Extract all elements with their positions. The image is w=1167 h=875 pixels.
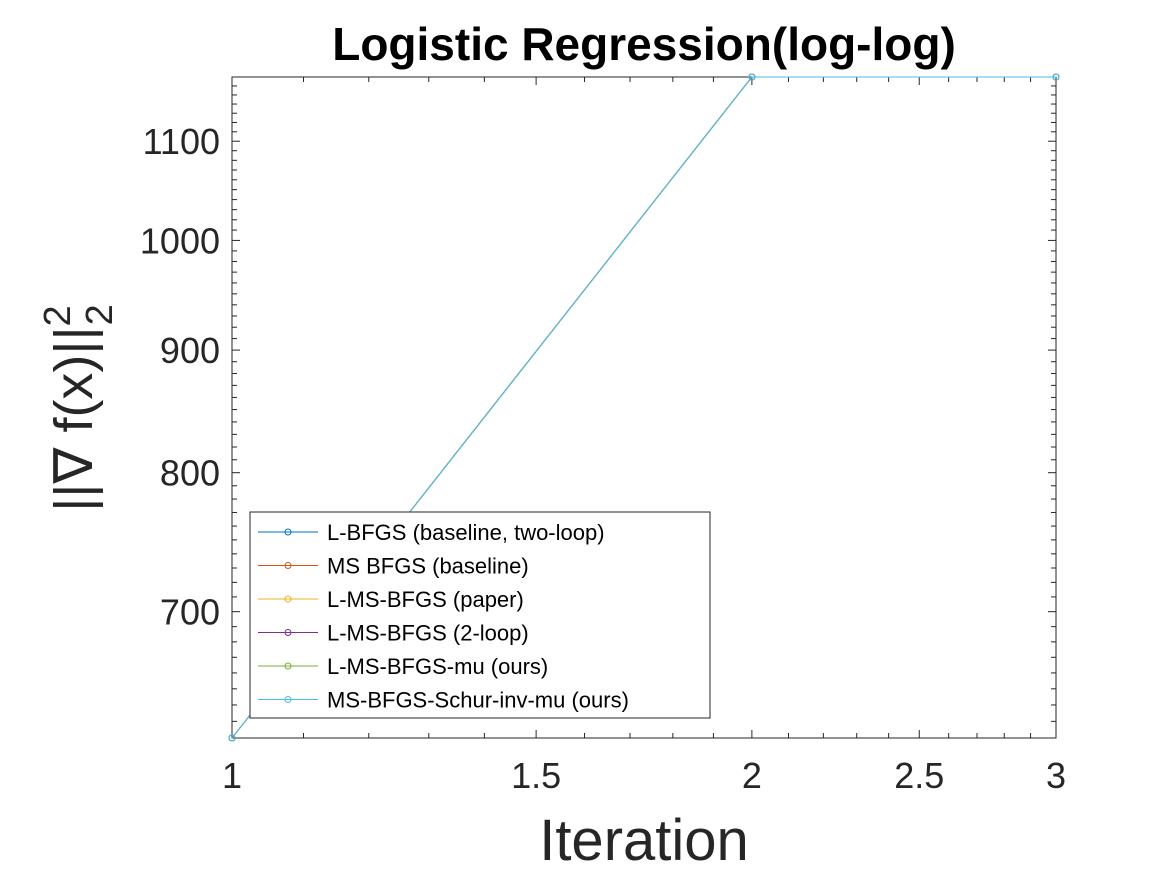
- data-point-marker: [1052, 73, 1060, 81]
- legend: L-BFGS (baseline, two-loop) MS BFGS (base…: [249, 511, 711, 719]
- legend-entry: MS-BFGS-Schur-inv-mu (ours): [258, 688, 629, 713]
- legend-box: [249, 511, 711, 719]
- legend-label: MS BFGS (baseline): [327, 554, 529, 579]
- y-tick-labels: 700 800 900 1000 1100: [140, 121, 220, 632]
- chart-title: Logistic Regression(log-log): [332, 18, 956, 70]
- legend-label: L-MS-BFGS (paper): [327, 587, 524, 612]
- legend-entry: L-BFGS (baseline, two-loop): [258, 520, 605, 545]
- x-axis-label: Iteration: [539, 808, 749, 873]
- x-tick-label: 1.5: [511, 755, 561, 796]
- legend-entry: L-MS-BFGS (2-loop): [258, 621, 529, 646]
- legend-marker-swatch: [284, 595, 292, 603]
- legend-label: MS-BFGS-Schur-inv-mu (ours): [327, 688, 629, 713]
- legend-marker-swatch: [284, 662, 292, 670]
- y-tick-label: 900: [160, 330, 220, 371]
- y-axis-label: ||∇ f(x)||22: [37, 304, 121, 511]
- axis-ticks: [232, 76, 1057, 738]
- legend-entry: L-MS-BFGS-mu (ours): [258, 654, 548, 679]
- y-axis-label-main: ||∇ f(x)||: [44, 327, 104, 512]
- x-tick-label: 2: [742, 755, 762, 796]
- svg-text:||∇ f(x)||22: ||∇ f(x)||22: [37, 304, 121, 511]
- data-point-marker: [748, 73, 756, 81]
- data-point-marker: [228, 734, 236, 742]
- y-axis-label-subscript: 2: [79, 304, 121, 325]
- legend-marker-swatch: [284, 528, 292, 536]
- legend-label: L-BFGS (baseline, two-loop): [327, 520, 605, 545]
- legend-marker-swatch: [284, 696, 292, 703]
- x-tick-labels: 1 1.5 2 2.5 3: [222, 755, 1066, 796]
- legend-marker-swatch: [284, 562, 292, 569]
- legend-label: L-MS-BFGS-mu (ours): [327, 654, 548, 679]
- legend-marker-swatch: [284, 629, 292, 636]
- y-tick-label: 1000: [140, 220, 220, 261]
- y-tick-label: 800: [160, 453, 220, 494]
- y-tick-label: 1100: [143, 121, 220, 162]
- x-tick-label: 3: [1046, 755, 1066, 796]
- x-tick-label: 1: [222, 755, 242, 796]
- legend-entry: L-MS-BFGS (paper): [258, 587, 524, 612]
- x-tick-label: 2.5: [894, 755, 944, 796]
- y-axis-label-superscript: 2: [37, 305, 79, 326]
- legend-entry: MS BFGS (baseline): [258, 554, 529, 579]
- y-tick-label: 700: [160, 592, 220, 633]
- legend-label: L-MS-BFGS (2-loop): [327, 621, 529, 646]
